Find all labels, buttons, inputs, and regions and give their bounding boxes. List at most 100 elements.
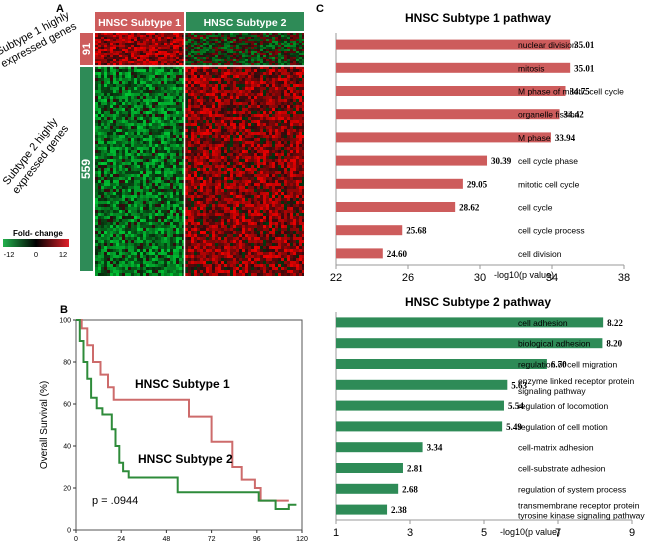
heatmap-cell	[251, 59, 254, 61]
heatmap-cell	[131, 213, 134, 216]
heatmap-cell	[176, 126, 179, 129]
heatmap-cell	[161, 258, 164, 261]
heatmap-cell	[113, 207, 116, 210]
heatmap-cell	[290, 126, 293, 129]
heatmap-cell	[185, 75, 188, 78]
heatmap-cell	[179, 126, 182, 129]
heatmap-cell	[203, 135, 206, 138]
heatmap-cell	[164, 55, 167, 57]
heatmap-cell	[242, 174, 245, 177]
heatmap-cell	[161, 75, 164, 78]
heatmap-cell	[155, 255, 158, 258]
heatmap-cell	[176, 41, 179, 43]
heatmap-cell	[248, 45, 251, 47]
heatmap-cell	[176, 93, 179, 96]
heatmap-cell	[170, 267, 173, 270]
heatmap-cell	[299, 117, 302, 120]
heatmap-cell	[164, 129, 167, 132]
heatmap-cell	[209, 132, 212, 135]
heatmap-cell	[227, 63, 230, 65]
heatmap-cell	[164, 108, 167, 111]
heatmap-cell	[161, 120, 164, 123]
heatmap-cell	[173, 246, 176, 249]
heatmap-cell	[284, 150, 287, 153]
heatmap-cell	[194, 99, 197, 102]
heatmap-cell	[110, 147, 113, 150]
heatmap-cell	[119, 53, 122, 55]
heatmap-cell	[182, 111, 185, 114]
heatmap-cell	[257, 114, 260, 117]
heatmap-cell	[98, 120, 101, 123]
heatmap-cell	[284, 66, 287, 69]
heatmap-cell	[110, 153, 113, 156]
heatmap-cell	[221, 156, 224, 159]
heatmap-cell	[236, 87, 239, 90]
heatmap-cell	[236, 156, 239, 159]
heatmap-cell	[167, 150, 170, 153]
heatmap-cell	[110, 35, 113, 37]
heatmap-cell	[104, 255, 107, 258]
heatmap-cell	[188, 53, 191, 55]
heatmap-cell	[113, 237, 116, 240]
heatmap-cell	[284, 47, 287, 49]
heatmap-cell	[293, 144, 296, 147]
heatmap-cell	[116, 123, 119, 126]
heatmap-cell	[275, 105, 278, 108]
heatmap-cell	[149, 47, 152, 49]
heatmap-cell	[131, 183, 134, 186]
heatmap-cell	[122, 192, 125, 195]
heatmap-cell	[290, 105, 293, 108]
heatmap-cell	[209, 59, 212, 61]
heatmap-cell	[239, 135, 242, 138]
heatmap-cell	[287, 168, 290, 171]
heatmap-cell	[104, 246, 107, 249]
heatmap-cell	[137, 204, 140, 207]
heatmap-cell	[224, 174, 227, 177]
heatmap-cell	[176, 156, 179, 159]
heatmap-cell	[113, 180, 116, 183]
heatmap-cell	[185, 126, 188, 129]
heatmap-cell	[233, 96, 236, 99]
heatmap-cell	[98, 153, 101, 156]
heatmap-cell	[257, 39, 260, 41]
heatmap-cell	[227, 87, 230, 90]
heatmap-cell	[113, 198, 116, 201]
heatmap-cell	[284, 147, 287, 150]
heatmap-cell	[149, 219, 152, 222]
heatmap-cell	[248, 41, 251, 43]
heatmap-cell	[284, 171, 287, 174]
heatmap-cell	[251, 99, 254, 102]
heatmap-cell	[287, 72, 290, 75]
heatmap-cell	[134, 249, 137, 252]
heatmap-cell	[170, 258, 173, 261]
heatmap-cell	[251, 144, 254, 147]
heatmap-cell	[95, 59, 98, 61]
heatmap-cell	[101, 207, 104, 210]
heatmap-cell	[203, 93, 206, 96]
heatmap-cell	[221, 33, 224, 35]
heatmap-cell	[170, 180, 173, 183]
heatmap-cell	[137, 111, 140, 114]
heatmap-cell	[242, 96, 245, 99]
heatmap-cell	[209, 41, 212, 43]
heatmap-cell	[131, 72, 134, 75]
heatmap-cell	[230, 84, 233, 87]
heatmap-cell	[158, 231, 161, 234]
heatmap-cell	[215, 87, 218, 90]
heatmap-cell	[125, 135, 128, 138]
heatmap-cell	[173, 192, 176, 195]
heatmap-cell	[221, 55, 224, 57]
heatmap-cell	[236, 147, 239, 150]
heatmap-cell	[95, 63, 98, 65]
heatmap-cell	[179, 93, 182, 96]
heatmap-cell	[206, 51, 209, 53]
heatmap-cell	[104, 51, 107, 53]
heatmap-cell	[221, 61, 224, 63]
heatmap-cell	[158, 111, 161, 114]
heatmap-cell	[134, 213, 137, 216]
heatmap-cell	[257, 41, 260, 43]
heatmap-cell	[224, 111, 227, 114]
heatmap-cell	[269, 75, 272, 78]
heatmap-cell	[149, 55, 152, 57]
heatmap-cell	[200, 51, 203, 53]
